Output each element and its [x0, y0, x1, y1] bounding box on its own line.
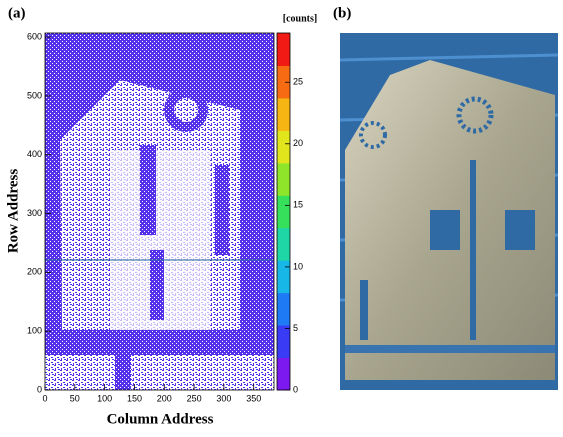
colorbar-segment	[277, 293, 290, 326]
x-tick-label: 250	[187, 393, 202, 403]
photo	[340, 33, 558, 390]
colorbar-tick-label: 15	[293, 200, 303, 210]
colorbar-segment	[277, 33, 290, 66]
colorbar-segment	[277, 325, 290, 358]
colorbar-tick-label: 0	[293, 384, 298, 394]
heatmap-image	[45, 33, 274, 390]
x-tick-label: 50	[70, 393, 80, 403]
y-tick-label: 400	[27, 149, 42, 159]
colorbar-segment	[277, 98, 290, 131]
colorbar-tick-label: 5	[293, 323, 298, 333]
colorbar-segment	[277, 260, 290, 293]
panel-label: (b)	[333, 5, 351, 21]
colorbar-tick-label: 25	[293, 77, 303, 87]
y-tick-label: 600	[27, 31, 42, 41]
x-tick-label: 100	[97, 393, 112, 403]
colorbar-tick-label: 10	[293, 261, 303, 271]
x-tick-label: 350	[246, 393, 261, 403]
y-tick-label: 200	[27, 267, 42, 277]
x-tick-label: 200	[157, 393, 172, 403]
x-axis-title: Column Address	[107, 411, 214, 427]
colorbar-segment	[277, 163, 290, 196]
y-tick-label: 100	[27, 326, 42, 336]
x-tick-label: 300	[216, 393, 231, 403]
y-tick-label: 0	[37, 384, 42, 394]
y-axis-title: Row Address	[5, 169, 21, 253]
colorbar-segment	[277, 228, 290, 261]
colorbar-title: [counts]	[283, 13, 317, 24]
y-tick-label: 300	[27, 208, 42, 218]
colorbar-segment	[277, 358, 290, 391]
colorbar-segment	[277, 195, 290, 228]
figure: (a) (b) 05010015020025030035001002003004…	[0, 0, 563, 432]
colorbar-tick-label: 20	[293, 138, 303, 148]
y-tick-label: 500	[27, 90, 42, 100]
x-tick-label: 150	[127, 393, 142, 403]
x-tick-label: 0	[42, 393, 47, 403]
colorbar-segment	[277, 130, 290, 163]
panel-label: (a)	[8, 5, 26, 21]
